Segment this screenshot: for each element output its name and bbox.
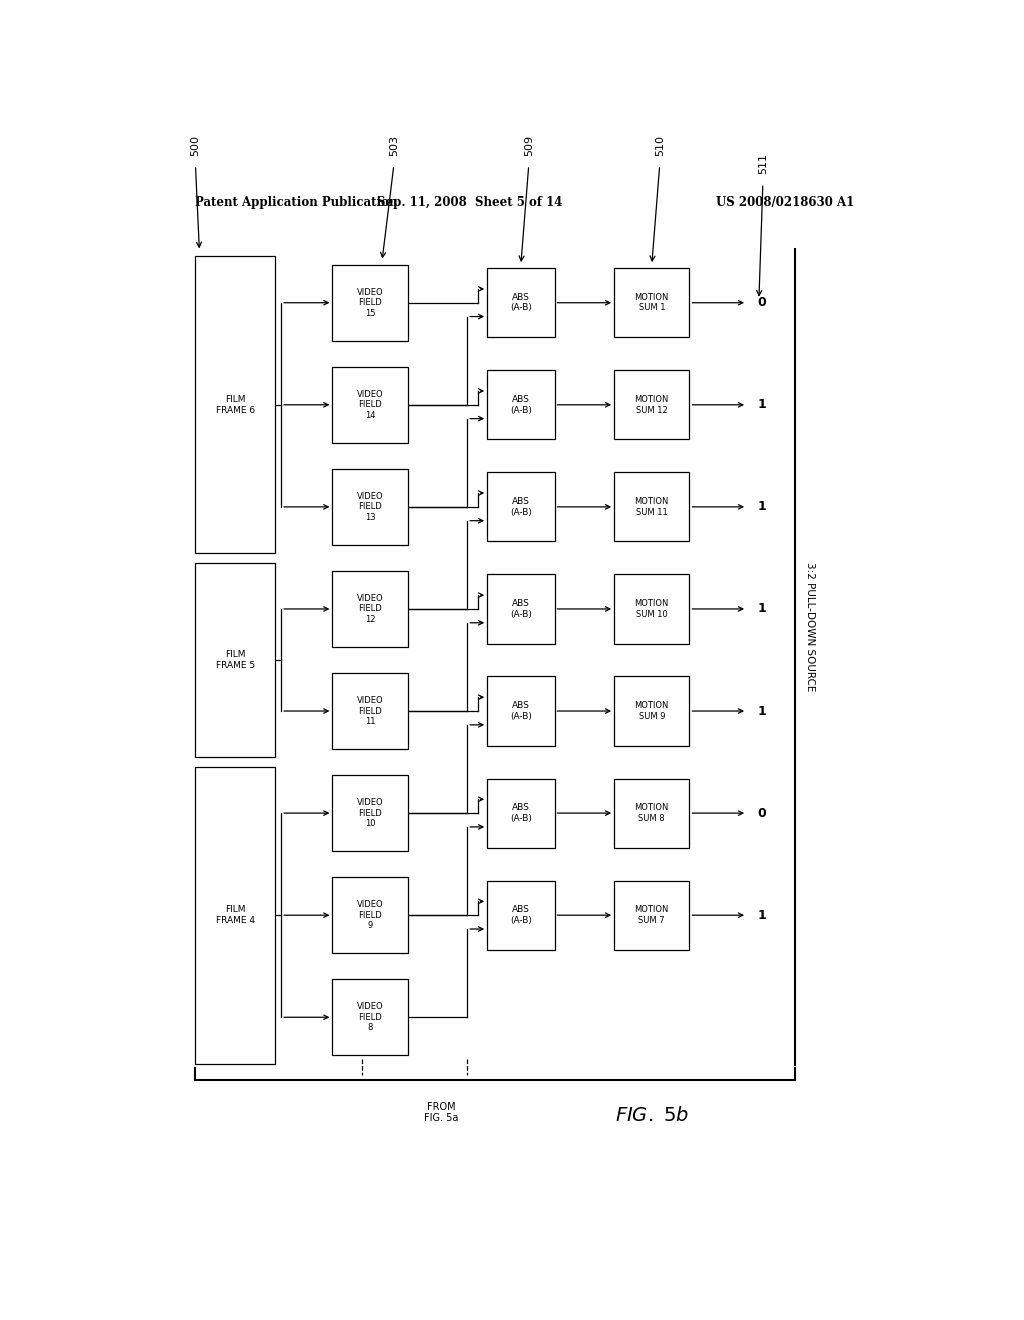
FancyBboxPatch shape: [333, 570, 408, 647]
Text: MOTION
SUM 10: MOTION SUM 10: [635, 599, 669, 619]
Text: 1: 1: [758, 500, 766, 513]
FancyBboxPatch shape: [487, 676, 555, 746]
FancyBboxPatch shape: [614, 779, 689, 847]
Text: ABS
(A-B): ABS (A-B): [510, 395, 531, 414]
FancyBboxPatch shape: [487, 880, 555, 950]
FancyBboxPatch shape: [333, 367, 408, 444]
Text: VIDEO
FIELD
12: VIDEO FIELD 12: [356, 594, 383, 624]
Text: 1: 1: [758, 399, 766, 412]
Text: 0: 0: [758, 296, 766, 309]
Text: MOTION
SUM 9: MOTION SUM 9: [635, 701, 669, 721]
Text: 500: 500: [190, 135, 201, 156]
Text: FROM
FIG. 5a: FROM FIG. 5a: [424, 1102, 459, 1123]
Text: ABS
(A-B): ABS (A-B): [510, 804, 531, 822]
Text: MOTION
SUM 1: MOTION SUM 1: [635, 293, 669, 313]
Text: ABS
(A-B): ABS (A-B): [510, 599, 531, 619]
FancyBboxPatch shape: [333, 469, 408, 545]
FancyBboxPatch shape: [333, 673, 408, 750]
Text: US 2008/0218630 A1: US 2008/0218630 A1: [716, 195, 854, 209]
Text: 503: 503: [389, 135, 399, 156]
Text: 3:2 PULL-DOWN SOURCE: 3:2 PULL-DOWN SOURCE: [806, 562, 815, 692]
Text: 1: 1: [758, 705, 766, 718]
Text: VIDEO
FIELD
13: VIDEO FIELD 13: [356, 492, 383, 521]
Text: MOTION
SUM 11: MOTION SUM 11: [635, 498, 669, 516]
Text: 510: 510: [654, 135, 665, 156]
Text: VIDEO
FIELD
9: VIDEO FIELD 9: [356, 900, 383, 931]
FancyBboxPatch shape: [196, 256, 274, 553]
FancyBboxPatch shape: [487, 779, 555, 847]
Text: 1: 1: [758, 908, 766, 921]
Text: ABS
(A-B): ABS (A-B): [510, 906, 531, 925]
Text: FILM
FRAME 5: FILM FRAME 5: [216, 651, 255, 669]
Text: 511: 511: [758, 153, 768, 174]
FancyBboxPatch shape: [614, 268, 689, 338]
Text: VIDEO
FIELD
11: VIDEO FIELD 11: [356, 696, 383, 726]
Text: Sep. 11, 2008  Sheet 5 of 14: Sep. 11, 2008 Sheet 5 of 14: [377, 195, 562, 209]
FancyBboxPatch shape: [196, 767, 274, 1064]
FancyBboxPatch shape: [333, 264, 408, 341]
FancyBboxPatch shape: [333, 876, 408, 953]
FancyBboxPatch shape: [614, 574, 689, 644]
FancyBboxPatch shape: [487, 473, 555, 541]
Text: VIDEO
FIELD
8: VIDEO FIELD 8: [356, 1002, 383, 1032]
FancyBboxPatch shape: [614, 473, 689, 541]
Text: 1: 1: [758, 602, 766, 615]
FancyBboxPatch shape: [614, 880, 689, 950]
FancyBboxPatch shape: [333, 979, 408, 1056]
Text: Patent Application Publication: Patent Application Publication: [196, 195, 398, 209]
Text: FILM
FRAME 6: FILM FRAME 6: [216, 395, 255, 414]
Text: VIDEO
FIELD
14: VIDEO FIELD 14: [356, 389, 383, 420]
Text: 0: 0: [758, 807, 766, 820]
Text: MOTION
SUM 12: MOTION SUM 12: [635, 395, 669, 414]
FancyBboxPatch shape: [487, 370, 555, 440]
Text: $\it{FIG.}\ \it{5b}$: $\it{FIG.}\ \it{5b}$: [614, 1106, 689, 1126]
Text: ABS
(A-B): ABS (A-B): [510, 498, 531, 516]
FancyBboxPatch shape: [487, 268, 555, 338]
FancyBboxPatch shape: [333, 775, 408, 851]
FancyBboxPatch shape: [487, 574, 555, 644]
Text: VIDEO
FIELD
15: VIDEO FIELD 15: [356, 288, 383, 318]
Text: ABS
(A-B): ABS (A-B): [510, 293, 531, 313]
Text: FILM
FRAME 4: FILM FRAME 4: [216, 906, 255, 925]
FancyBboxPatch shape: [614, 676, 689, 746]
Text: MOTION
SUM 8: MOTION SUM 8: [635, 804, 669, 822]
Text: MOTION
SUM 7: MOTION SUM 7: [635, 906, 669, 925]
FancyBboxPatch shape: [614, 370, 689, 440]
Text: ABS
(A-B): ABS (A-B): [510, 701, 531, 721]
Text: VIDEO
FIELD
10: VIDEO FIELD 10: [356, 799, 383, 828]
Text: 509: 509: [523, 135, 534, 156]
FancyBboxPatch shape: [196, 562, 274, 758]
